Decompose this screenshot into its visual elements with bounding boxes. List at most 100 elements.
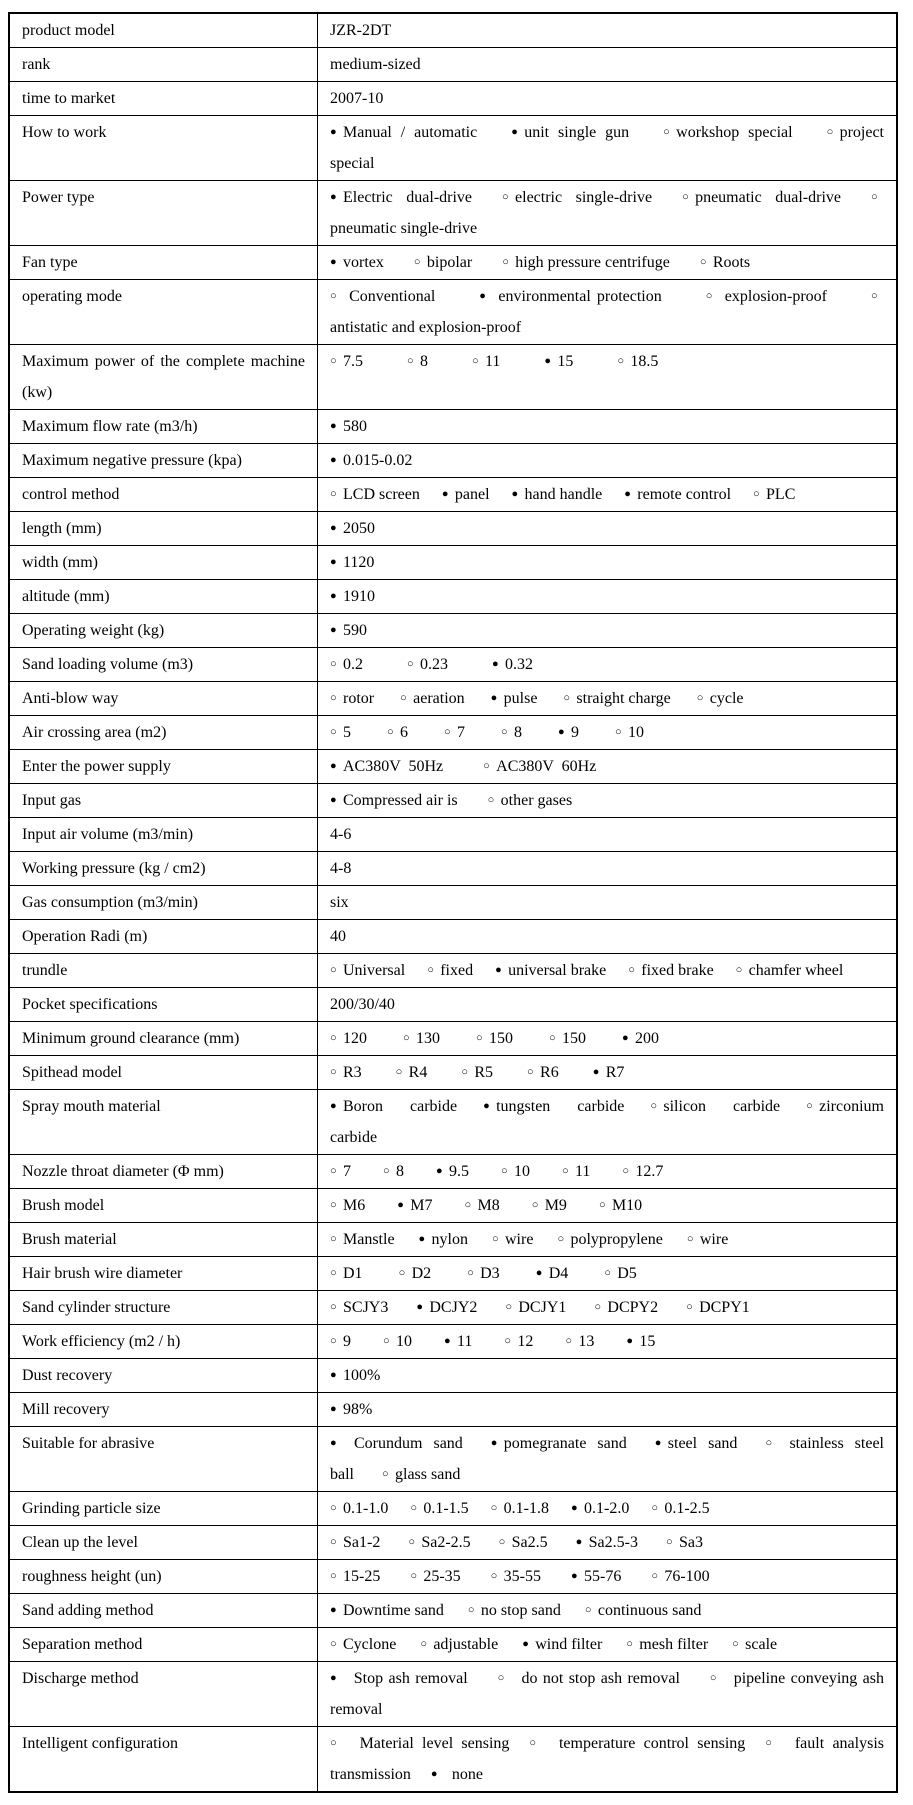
bullet-filled-icon: ● <box>624 488 631 500</box>
spec-label: Mill recovery <box>8 1392 318 1427</box>
bullet-empty-icon: ○ <box>382 1468 389 1480</box>
table-row: Discharge method ● Stop ash removal ○ do n… <box>8 1661 898 1727</box>
option-label: workshop special <box>676 124 793 141</box>
option-item: ○ continuous sand <box>585 1602 702 1619</box>
option-label: 8 <box>420 353 428 370</box>
table-row: Operating weight (kg) ● 590 <box>8 613 898 648</box>
option-label: R4 <box>408 1064 428 1081</box>
option-item: ○ DCPY1 <box>686 1299 750 1316</box>
bullet-filled-icon: ● <box>430 1768 438 1780</box>
bullet-filled-icon: ● <box>418 1233 426 1245</box>
spec-label: Maximum flow rate (m3/h) <box>8 409 318 444</box>
option-label: other gases <box>500 792 573 809</box>
bullet-empty-icon: ○ <box>557 1233 565 1245</box>
bullet-empty-icon: ○ <box>330 488 337 500</box>
spec-value: ○ 9 ○ 10 ● 11 ○ 12 ○ 13 ● 15 <box>317 1324 898 1359</box>
option-item: ○ 35-55 <box>491 1568 541 1585</box>
option-item: ● DCJY2 <box>416 1299 477 1316</box>
bullet-filled-icon: ● <box>511 488 519 500</box>
option-item: ● pulse <box>491 690 538 707</box>
option-label: 0.1-1.0 <box>343 1500 389 1517</box>
bullet-filled-icon: ● <box>330 191 337 203</box>
option-label: remote control <box>637 486 732 503</box>
spec-value: ○ Sa1-2 ○ Sa2-2.5 ○ Sa2.5 ● Sa2.5-3 ○ Sa3 <box>317 1525 898 1560</box>
option-label: universal brake <box>508 962 607 979</box>
option-item: ○ DCJY1 <box>505 1299 566 1316</box>
bullet-empty-icon: ○ <box>502 191 509 203</box>
option-label: Sa2-2.5 <box>421 1534 471 1551</box>
bullet-empty-icon: ○ <box>765 1737 772 1749</box>
option-label: 35-55 <box>503 1568 541 1585</box>
option-label: Universal <box>343 962 406 979</box>
option-item: ● 0.1-2.0 <box>571 1500 629 1517</box>
bullet-empty-icon: ○ <box>330 1233 337 1245</box>
option-label: fault analysis transmission <box>330 1735 888 1783</box>
bullet-empty-icon: ○ <box>330 1502 337 1514</box>
option-item: ○ mesh filter <box>626 1636 708 1653</box>
option-label: DCPY1 <box>699 1299 750 1316</box>
table-row: Input air volume (m3/min) 4-6 <box>8 817 898 852</box>
bullet-empty-icon: ○ <box>765 1437 773 1449</box>
table-row: Separation method ○ Cyclone ○ adjustable ● win… <box>8 1627 898 1662</box>
spec-value-text: 200/30/40 <box>330 996 395 1013</box>
bullet-empty-icon: ○ <box>527 1066 534 1078</box>
bullet-empty-icon: ○ <box>615 726 622 738</box>
spec-value: 200/30/40 <box>317 987 898 1022</box>
bullet-empty-icon: ○ <box>529 1737 537 1749</box>
table-row: Clean up the level ○ Sa1-2 ○ Sa2-2.5 ○ Sa2.5 ● S… <box>8 1525 898 1560</box>
option-label: DCJY1 <box>518 1299 567 1316</box>
bullet-empty-icon: ○ <box>413 256 421 268</box>
option-label: 0.1-2.5 <box>664 1500 710 1517</box>
bullet-empty-icon: ○ <box>330 1267 337 1279</box>
spec-value: ○ 5 ○ 6 ○ 7 ○ 8 ● 9 ○ 10 <box>317 715 898 750</box>
option-label: M8 <box>477 1197 500 1214</box>
table-row: roughness height (un) ○ 15-25 ○ 25-35 ○ 35-55 ●… <box>8 1559 898 1594</box>
spec-label: How to work <box>8 115 318 181</box>
option-item: ○ Cyclone <box>330 1636 396 1653</box>
option-item: ○ Roots <box>700 254 750 271</box>
spec-value: six <box>317 885 898 920</box>
option-item: ○ M10 <box>599 1197 642 1214</box>
spec-value: ○ 7 ○ 8 ● 9.5 ○ 10 ○ 11 ○ 12.7 <box>317 1154 898 1189</box>
option-label: wire <box>505 1231 534 1248</box>
option-item: ● tungsten carbide <box>483 1098 624 1115</box>
spec-label: operating mode <box>8 279 318 345</box>
option-item: ● D4 <box>536 1265 569 1282</box>
spec-label: length (mm) <box>8 511 318 546</box>
option-label: pomegranate sand <box>503 1435 627 1452</box>
option-item: ○ 0.1-2.5 <box>651 1500 709 1517</box>
option-label: 1120 <box>343 554 375 571</box>
bullet-empty-icon: ○ <box>594 1301 602 1313</box>
spec-value: ○ Conventional ● environmental protection… <box>317 279 898 345</box>
bullet-empty-icon: ○ <box>330 964 337 976</box>
spec-value: ● 2050 <box>317 511 898 546</box>
spec-value: ○ LCD screen ● panel ● hand handle ● remote con… <box>317 477 898 512</box>
option-label: SCJY3 <box>343 1299 389 1316</box>
bullet-empty-icon: ○ <box>651 1502 658 1514</box>
bullet-empty-icon: ○ <box>492 1233 499 1245</box>
option-item: ● 100% <box>330 1367 380 1384</box>
table-row: Sand adding method ● Downtime sand ○ no stop… <box>8 1593 898 1628</box>
option-item: ○ explosion-proof <box>706 288 827 305</box>
bullet-empty-icon: ○ <box>505 1301 513 1313</box>
bullet-empty-icon: ○ <box>686 1233 694 1245</box>
bullet-empty-icon: ○ <box>826 126 834 138</box>
option-item: ● 15 <box>544 353 573 370</box>
bullet-filled-icon: ● <box>544 355 552 367</box>
option-item: ● universal brake <box>495 962 606 979</box>
option-label: bipolar <box>426 254 473 271</box>
spec-label: Input gas <box>8 783 318 818</box>
option-label: PLC <box>766 486 796 503</box>
spec-label: product model <box>8 12 318 48</box>
option-label: 15 <box>557 353 574 370</box>
option-label: Downtime sand <box>343 1602 444 1619</box>
table-row: trundle ○ Universal ○ fixed ● universal brake ○… <box>8 953 898 988</box>
option-item: ○ aeration <box>400 690 465 707</box>
bullet-empty-icon: ○ <box>408 1536 415 1548</box>
option-label: 9.5 <box>449 1163 469 1180</box>
spec-value: ○ 7.5 ○ 8 ○ 11 ● 15 ○ 18.5 <box>317 344 898 410</box>
spec-value-text: medium-sized <box>330 56 421 73</box>
option-item: ○ DCPY2 <box>594 1299 658 1316</box>
option-item: ○ AC380V 60Hz <box>483 758 596 775</box>
spec-label: Discharge method <box>8 1661 318 1727</box>
